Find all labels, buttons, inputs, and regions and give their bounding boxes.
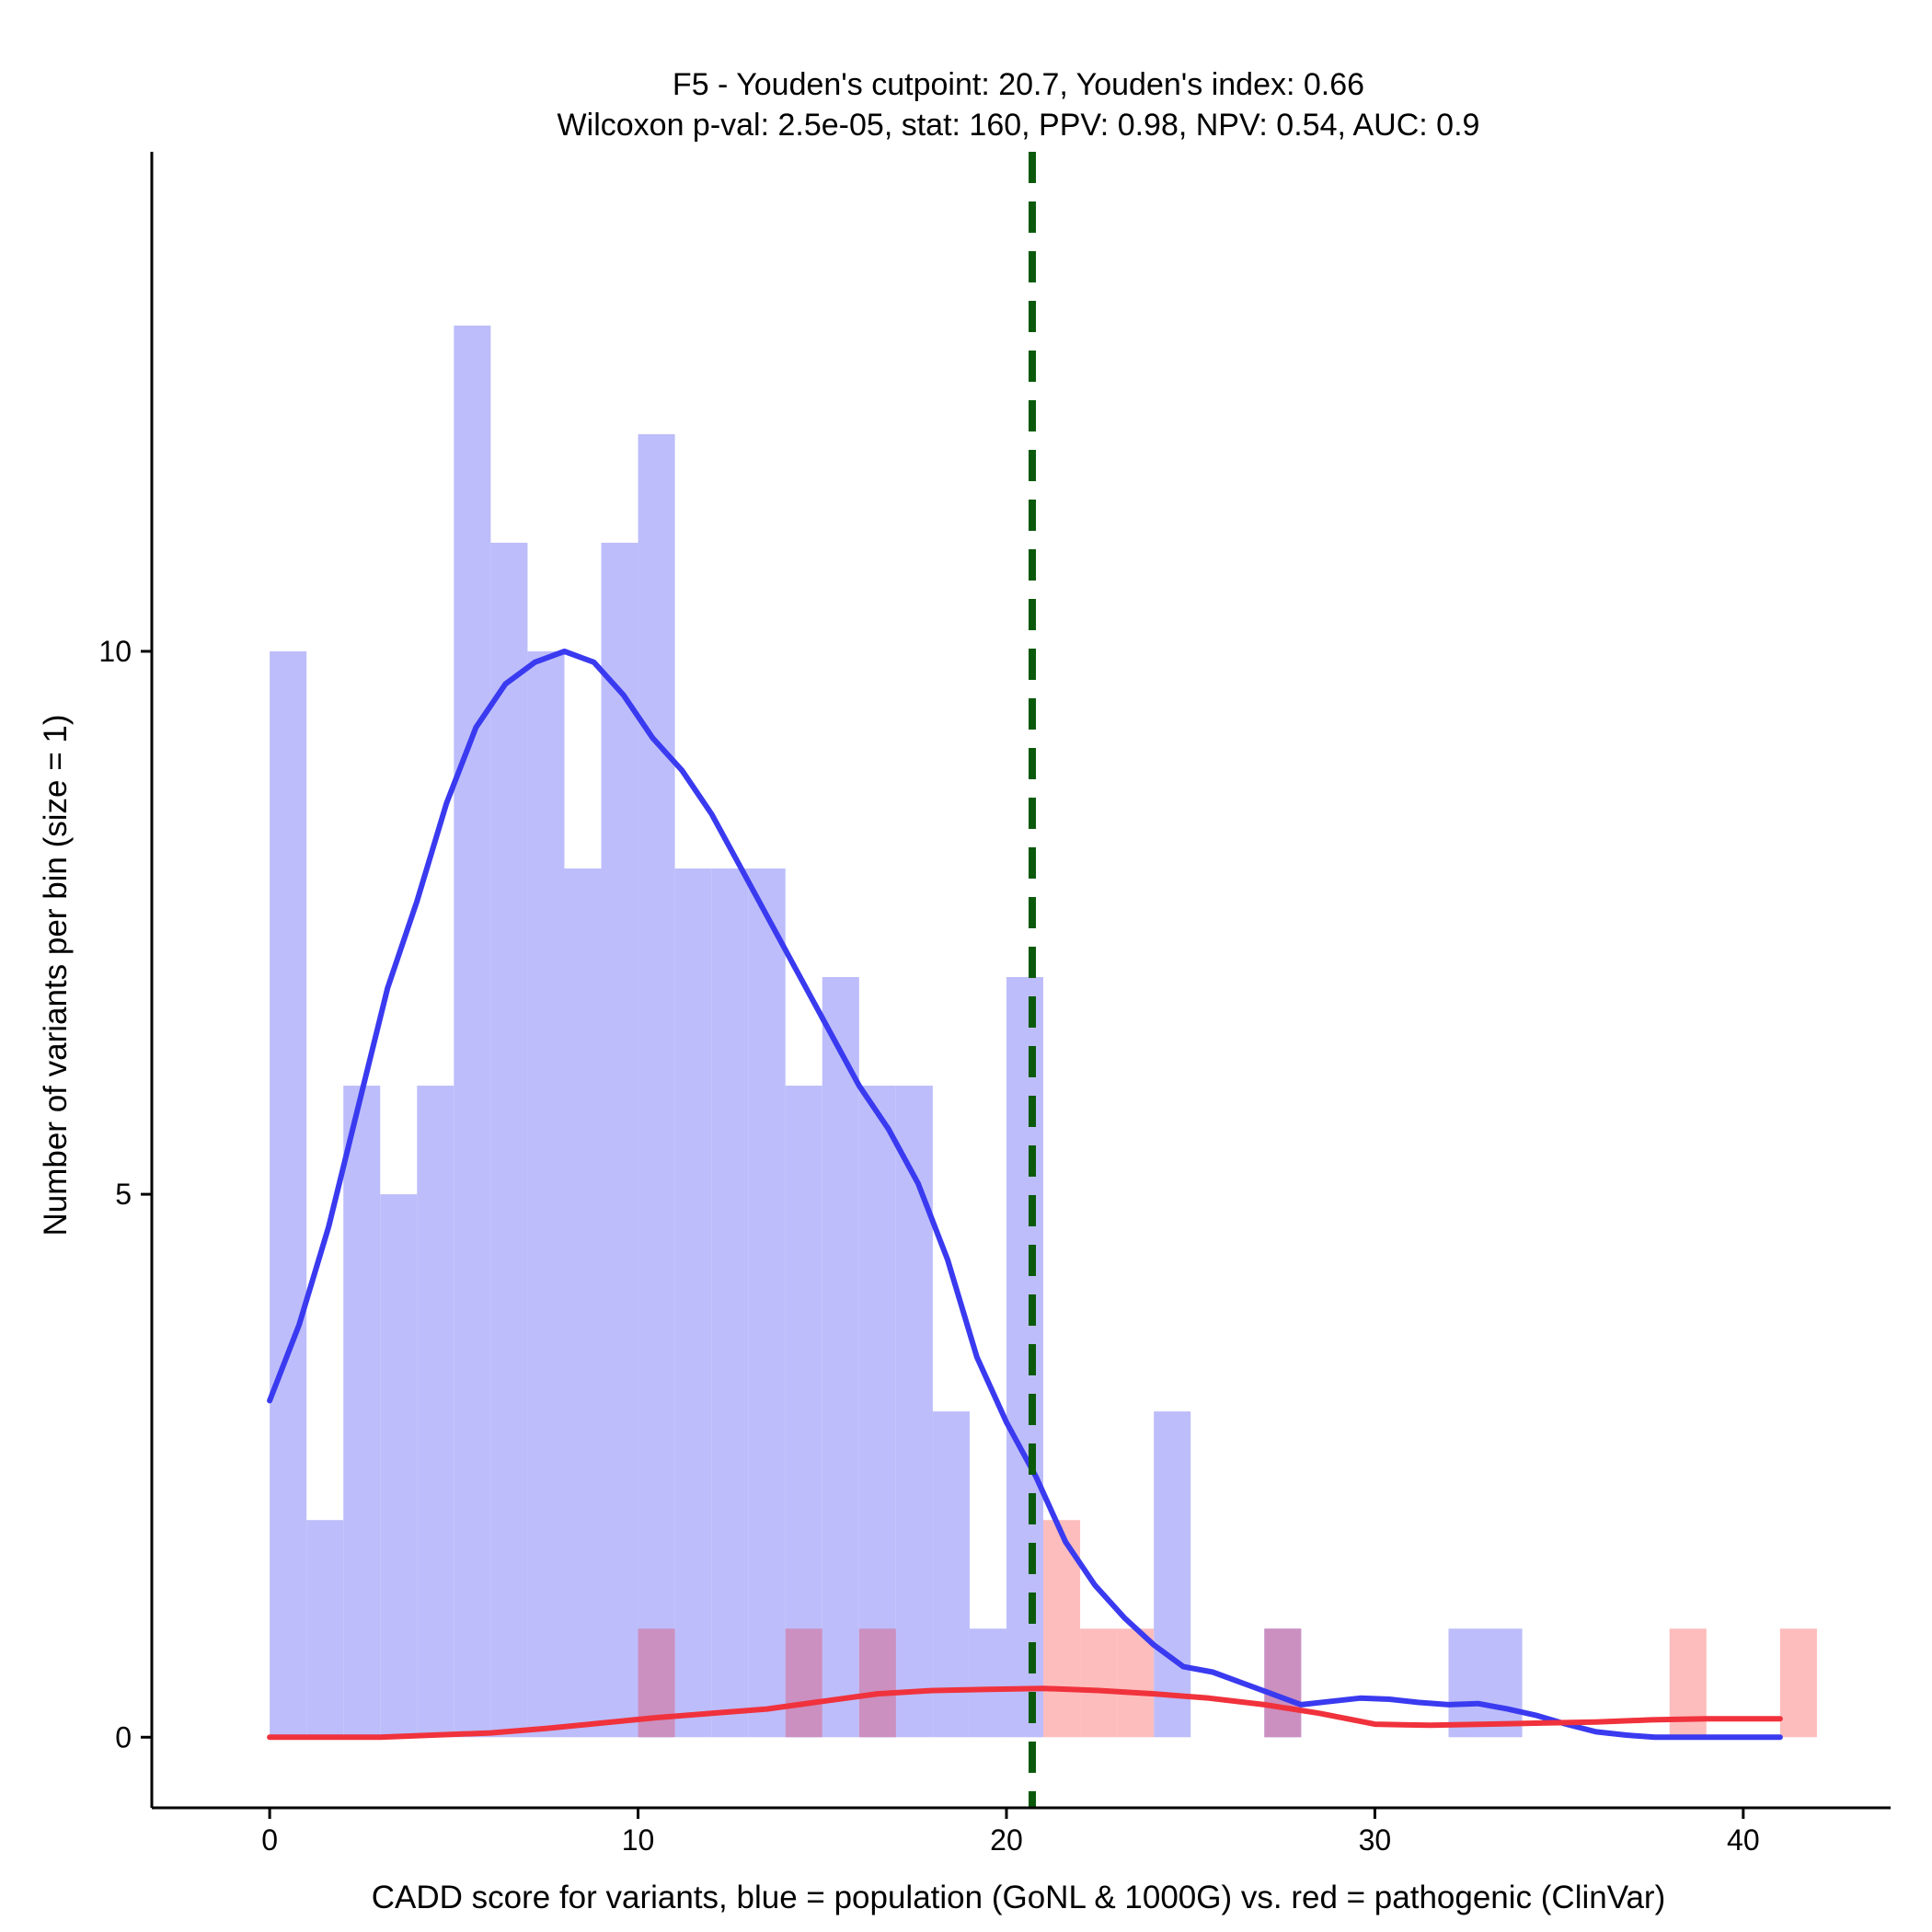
population-bar: [1006, 977, 1044, 1738]
pathogenic-kde-line: [267, 1685, 1783, 1741]
chart-title-line1: F5 - Youden's cutpoint: 20.7, Youden's i…: [673, 67, 1364, 102]
overlap-bar: [858, 1628, 896, 1738]
population-kde-line: [267, 649, 1783, 1741]
y-tick-label: 0: [115, 1720, 132, 1754]
population-bar: [1448, 1628, 1486, 1738]
population-bar: [380, 1194, 418, 1738]
axes: 0 10 20 30 40 0 5 10: [98, 152, 1891, 1857]
population-bar: [343, 1086, 381, 1738]
population-bar: [1154, 1411, 1191, 1738]
x-axis-label: CADD score for variants, blue = populati…: [372, 1880, 1666, 1915]
population-bar: [748, 868, 786, 1738]
population-bar: [638, 433, 675, 1738]
pathogenic-bar: [1117, 1628, 1155, 1738]
y-tick-label: 10: [98, 635, 132, 668]
x-tick-label: 20: [990, 1823, 1023, 1857]
population-bar: [601, 542, 638, 1738]
population-bar: [527, 650, 565, 1738]
pathogenic-bar: [1080, 1628, 1118, 1738]
population-bar: [895, 1086, 933, 1738]
population-bar: [932, 1411, 970, 1738]
population-bar: [1485, 1628, 1523, 1738]
overlap-bar: [1264, 1628, 1302, 1738]
x-tick-label: 30: [1359, 1823, 1392, 1857]
population-bar: [454, 325, 491, 1738]
population-bar: [822, 977, 859, 1738]
population-bar: [417, 1086, 454, 1738]
histogram-bars: [270, 325, 1817, 1738]
y-axis-label: Number of variants per bin (size = 1): [38, 714, 74, 1236]
population-bar: [564, 868, 602, 1738]
x-tick-label: 40: [1727, 1823, 1760, 1857]
chart-title-line2: Wilcoxon p-val: 2.5e-05, stat: 160, PPV:…: [558, 108, 1480, 143]
pathogenic-bar: [1779, 1628, 1817, 1738]
population-bar: [969, 1628, 1006, 1738]
population-bar: [674, 868, 712, 1738]
kde-curves: [267, 649, 1783, 1741]
x-tick-label: 0: [261, 1823, 278, 1857]
overlap-bar: [785, 1628, 822, 1738]
population-bar: [306, 1520, 344, 1738]
x-tick-label: 10: [622, 1823, 655, 1857]
y-tick-label: 5: [115, 1178, 132, 1211]
population-bar: [490, 542, 528, 1738]
population-bar: [711, 868, 749, 1738]
population-bar: [270, 650, 307, 1738]
